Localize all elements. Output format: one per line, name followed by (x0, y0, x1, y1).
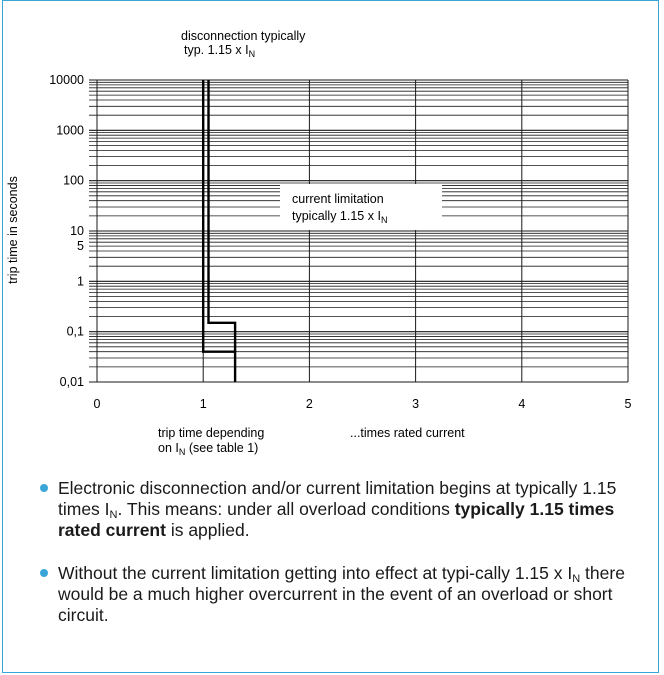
trip-chart: 10000 1000 100 10 5 1 0,1 0,01 0 1 2 3 4 5 disconnect… (6, 29, 632, 457)
bullet-dot-icon (40, 484, 48, 492)
y-tick-label: 10000 (49, 73, 84, 87)
x-tick-label: 0 (94, 397, 101, 411)
bullet-2-text: Without the current limitation getting i… (58, 563, 625, 625)
y-tick-label: 1 (77, 274, 84, 288)
bullet-list: Electronic disconnection and/or current … (40, 478, 640, 648)
x-tick-label: 1 (200, 397, 207, 411)
x-axis-label: ...times rated current (350, 426, 465, 440)
y-tick-label: 1000 (56, 123, 84, 137)
box-annotation-line2: typically 1.15 x IN (292, 209, 387, 225)
y-tick-label: 0,01 (60, 375, 84, 389)
x-tick-label: 3 (412, 397, 419, 411)
y-tick-label: 5 (77, 239, 84, 253)
bullet-dot-icon (40, 569, 48, 577)
y-tick-label: 10 (70, 224, 84, 238)
top-annotation-line1: disconnection typically (181, 29, 306, 43)
trip-curve-1 (201, 80, 237, 382)
bullet-item-1: Electronic disconnection and/or current … (40, 478, 640, 541)
bullet-item-2: Without the current limitation getting i… (40, 563, 640, 626)
trip-curve-2 (207, 80, 237, 352)
y-tick-label: 0,1 (67, 325, 84, 339)
y-tick-label: 100 (63, 174, 84, 188)
x-tick-label: 5 (625, 397, 632, 411)
x-tick-label: 2 (306, 397, 313, 411)
x-tick-label: 4 (518, 397, 525, 411)
bullet-1-text: Electronic disconnection and/or current … (58, 478, 617, 540)
current-limitation-box (280, 184, 442, 230)
bottom-annotation-line1: trip time depending (158, 426, 264, 440)
top-annotation-line2: typ. 1.15 x IN (184, 43, 255, 59)
box-annotation-line1: current limitation (292, 192, 384, 206)
y-axis-label: trip time in seconds (6, 176, 20, 284)
bottom-annotation-line2: on IN (see table 1) (158, 441, 258, 457)
